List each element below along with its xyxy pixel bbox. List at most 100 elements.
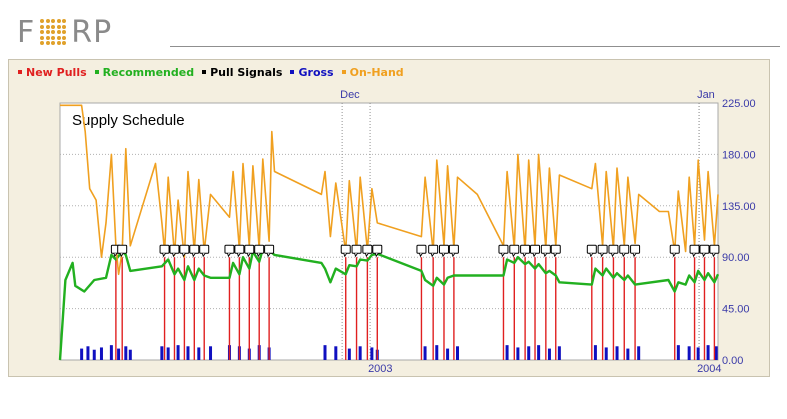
pull-signal-marker: [619, 244, 630, 258]
pull-signal-tail: [692, 252, 696, 258]
pull-signal-box: [699, 244, 710, 254]
pull-signal-box: [630, 244, 641, 254]
pull-signal-tail: [172, 252, 176, 258]
pull-signal-tail: [181, 252, 186, 258]
gross-bar: [176, 345, 180, 360]
pull-signal-marker: [179, 244, 190, 258]
gross-bar: [714, 346, 718, 360]
pull-signal-box: [428, 244, 439, 254]
pull-signal-tail: [191, 252, 196, 258]
pull-signal-box: [438, 244, 449, 254]
pull-signal-box: [448, 244, 459, 254]
pull-signal-tail: [430, 252, 435, 258]
pull-signal-marker: [699, 244, 710, 258]
pull-signal-marker: [669, 244, 680, 258]
gross-bar: [86, 346, 90, 360]
gross-bar: [160, 346, 164, 360]
legend-item-on-hand[interactable]: On-Hand: [341, 64, 404, 80]
gross-bar: [557, 346, 561, 360]
pull-signal-marker: [509, 244, 520, 258]
legend-label-new-pulls: New Pulls: [26, 65, 87, 79]
legend-swatch-on-hand: [341, 70, 346, 74]
pull-signal-marker: [244, 244, 255, 258]
pull-signal-box: [520, 244, 531, 254]
logo-dot-grid-m: [40, 19, 67, 45]
chart-title: Supply Schedule: [72, 112, 185, 129]
pull-signal-marker: [520, 244, 531, 258]
pull-signal-box: [416, 244, 427, 254]
gross-bar: [706, 345, 710, 360]
pull-signal-tail: [511, 252, 516, 258]
pull-signal-box: [234, 244, 245, 254]
pull-signal-tail: [501, 252, 505, 258]
pull-signal-box: [530, 244, 541, 254]
gross-bar: [547, 348, 551, 360]
pull-signal-box: [264, 244, 275, 254]
pull-signal-tail: [621, 252, 626, 258]
y-tick-label: 135.00: [722, 201, 756, 213]
pull-signal-tail: [246, 252, 251, 258]
pull-signal-marker: [689, 244, 700, 258]
legend-label-pull-signals: Pull Signals: [210, 65, 283, 79]
gross-bar: [80, 348, 84, 360]
pull-signal-box: [669, 244, 680, 254]
pull-signal-marker: [117, 244, 128, 258]
gross-bar: [537, 345, 541, 360]
pull-signal-box: [689, 244, 700, 254]
pull-signal-marker: [264, 244, 275, 258]
plot-area: [59, 102, 719, 361]
legend-item-gross[interactable]: Gross: [290, 64, 334, 80]
pull-signal-marker: [540, 244, 551, 258]
pull-signal-tail: [711, 252, 716, 258]
legend-item-pull-signals[interactable]: Pull Signals: [202, 64, 282, 80]
chart-legend: New Pulls Recommended Pull Signals Gross…: [18, 64, 404, 80]
pull-signal-box: [362, 244, 373, 254]
pull-signal-marker: [224, 244, 235, 258]
pull-signal-box: [340, 244, 351, 254]
x-bottom-tick-label: 2004: [697, 363, 721, 375]
gross-bar: [197, 347, 201, 360]
pull-signal-marker: [416, 244, 427, 258]
pull-signal-tail: [632, 252, 637, 258]
pull-signal-box: [709, 244, 720, 254]
gross-bar: [676, 345, 680, 360]
y-tick-label: 180.00: [722, 149, 756, 161]
gross-bar: [696, 347, 700, 360]
gross-bar: [347, 348, 351, 360]
pull-signal-tail: [201, 252, 206, 258]
pull-signal-marker: [372, 244, 383, 258]
pull-signal-box: [117, 244, 128, 254]
pull-signal-box: [179, 244, 190, 254]
pull-signal-box: [244, 244, 255, 254]
pull-signal-tail: [266, 252, 271, 258]
pull-signal-tail: [354, 252, 358, 258]
pull-signal-box: [224, 244, 235, 254]
gross-bar: [209, 346, 213, 360]
pull-signal-box: [254, 244, 265, 254]
pull-signal-box: [498, 244, 509, 254]
legend-swatch-gross: [290, 70, 295, 74]
pull-signal-tail: [162, 252, 166, 258]
pull-signal-box: [372, 244, 383, 254]
pull-signal-marker: [254, 244, 265, 258]
header-divider: [170, 46, 780, 47]
pull-signal-marker: [351, 244, 362, 258]
legend-swatch-recommended: [94, 70, 99, 74]
pull-signal-marker: [199, 244, 210, 258]
gross-bar: [637, 346, 641, 360]
pull-signal-marker: [438, 244, 449, 258]
y-tick-label: 225.00: [722, 98, 756, 110]
y-tick-label: 0.00: [722, 355, 743, 367]
gross-bar: [527, 346, 531, 360]
x-top-tick-label: Dec: [340, 89, 360, 101]
gross-bar: [124, 346, 128, 360]
pull-signal-tail: [419, 252, 423, 258]
pull-signal-tail: [364, 252, 369, 258]
pull-signal-box: [351, 244, 362, 254]
legend-item-recommended[interactable]: Recommended: [94, 64, 194, 80]
legend-label-gross: Gross: [298, 65, 334, 79]
legend-item-new-pulls[interactable]: New Pulls: [18, 64, 87, 80]
pull-signal-box: [597, 244, 608, 254]
gross-bar: [516, 347, 520, 360]
